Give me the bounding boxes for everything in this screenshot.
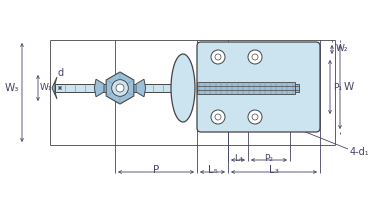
Text: W₂: W₂ (336, 44, 349, 53)
Text: L₅: L₅ (208, 165, 217, 175)
Text: L₃: L₃ (269, 165, 279, 175)
Circle shape (248, 50, 262, 64)
Text: P: P (153, 165, 159, 175)
Circle shape (215, 54, 221, 60)
Bar (197, 82, 295, 94)
Circle shape (116, 84, 124, 92)
Circle shape (248, 110, 262, 124)
Circle shape (112, 80, 128, 96)
Ellipse shape (171, 54, 195, 122)
Text: W: W (344, 82, 354, 92)
Circle shape (211, 50, 225, 64)
Circle shape (215, 114, 221, 120)
Text: L₄: L₄ (234, 154, 242, 163)
Text: P₂: P₂ (265, 154, 274, 163)
Text: W₃: W₃ (5, 83, 19, 93)
Text: d: d (58, 68, 64, 78)
Polygon shape (136, 79, 146, 97)
Text: W₁: W₁ (40, 84, 53, 92)
Bar (295, 84, 299, 92)
Polygon shape (55, 84, 178, 92)
Polygon shape (94, 79, 104, 97)
Circle shape (252, 54, 258, 60)
Text: P₁: P₁ (333, 82, 342, 92)
Text: 4-d₁: 4-d₁ (350, 147, 370, 157)
Polygon shape (52, 77, 57, 99)
FancyBboxPatch shape (197, 42, 320, 132)
Circle shape (252, 114, 258, 120)
Circle shape (211, 110, 225, 124)
Polygon shape (106, 72, 134, 104)
